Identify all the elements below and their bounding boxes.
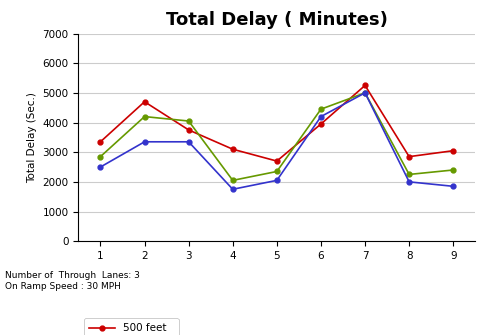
Legend: 500 feet, 1000 feet, 1500 feet: 500 feet, 1000 feet, 1500 feet [84, 318, 178, 335]
1000 feet [142, 115, 147, 119]
1500 feet [230, 187, 236, 191]
1500 feet [98, 165, 103, 169]
1500 feet [362, 91, 368, 95]
1500 feet [142, 140, 147, 144]
500 feet [274, 159, 280, 163]
Text: Number of  Through  Lanes: 3
On Ramp Speed : 30 MPH: Number of Through Lanes: 3 On Ramp Speed… [5, 271, 140, 291]
1500 feet [186, 140, 192, 144]
1000 feet [362, 91, 368, 95]
1000 feet [406, 173, 412, 177]
1000 feet [98, 155, 103, 159]
500 feet [362, 83, 368, 87]
Title: Total Delay ( Minutes): Total Delay ( Minutes) [166, 11, 388, 29]
1500 feet [274, 178, 280, 182]
1500 feet [318, 115, 324, 119]
Line: 1000 feet: 1000 feet [98, 90, 456, 183]
500 feet [450, 149, 456, 153]
Line: 1500 feet: 1500 feet [98, 90, 456, 192]
1000 feet [274, 170, 280, 174]
1000 feet [318, 107, 324, 111]
1000 feet [450, 168, 456, 172]
500 feet [230, 147, 236, 151]
500 feet [318, 122, 324, 126]
Y-axis label: Total Delay (Sec.): Total Delay (Sec.) [27, 92, 37, 183]
500 feet [142, 100, 147, 104]
1500 feet [406, 180, 412, 184]
1500 feet [450, 184, 456, 188]
Line: 500 feet: 500 feet [98, 83, 456, 163]
1000 feet [186, 119, 192, 123]
1000 feet [230, 178, 236, 182]
500 feet [186, 128, 192, 132]
500 feet [406, 155, 412, 159]
500 feet [98, 140, 103, 144]
